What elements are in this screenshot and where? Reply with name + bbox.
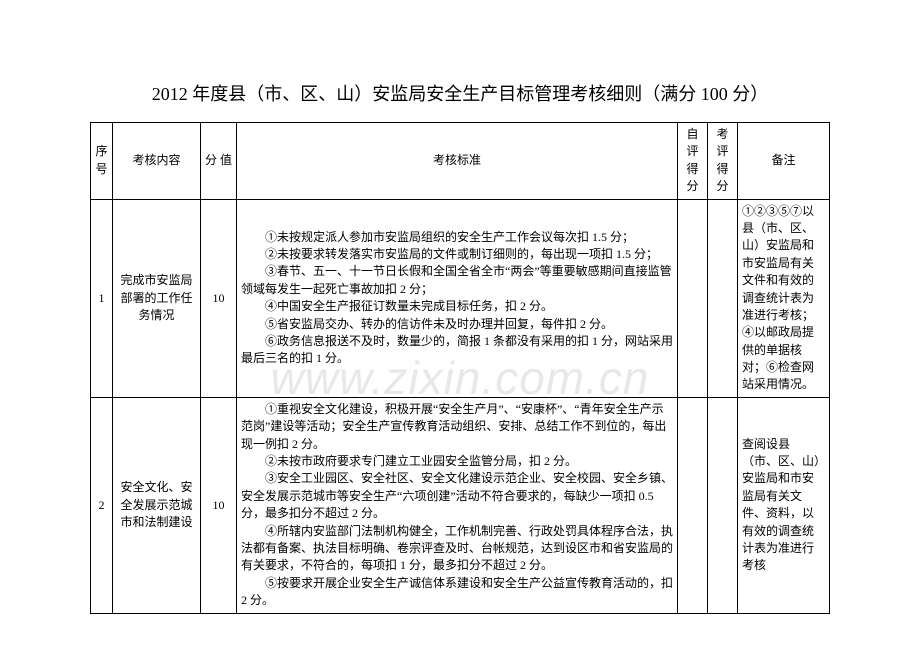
- header-eval: 考评得分: [708, 123, 738, 200]
- standard-line: ⑤按要求开展企业安全生产诚信体系建设和安全生产公益宣传教育活动的，扣 2 分。: [241, 575, 673, 610]
- cell-note: 查阅设县（市、区、山）安监局和市安监局有关文件、资料，以有效的调查统计表为准进行…: [738, 397, 830, 613]
- standard-line: ①重视安全文化建设，积极开展“安全生产月”、“安康杯”、“青年安全生产示范岗”建…: [241, 401, 673, 453]
- cell-score: 10: [201, 199, 237, 397]
- cell-standard: ①未按规定派人参加市安监局组织的安全生产工作会议每次扣 1.5 分； ②未按要求…: [237, 199, 678, 397]
- cell-self: [678, 397, 708, 613]
- page-content: 2012 年度县（市、区、山）安监局安全生产目标管理考核细则（满分 100 分）…: [90, 80, 830, 614]
- cell-self: [678, 199, 708, 397]
- standard-line: ②未按市政府要求专门建立工业园安全监管分局，扣 2 分。: [241, 453, 673, 470]
- standard-line: ②未按要求转发落实市安监局的文件或制订细则的，每出现一项扣 1.5 分；: [241, 246, 673, 263]
- cell-score: 10: [201, 397, 237, 613]
- cell-seq: 2: [91, 397, 113, 613]
- header-standard: 考核标准: [237, 123, 678, 200]
- cell-category: 完成市安监局部署的工作任务情况: [113, 199, 201, 397]
- cell-eval: [708, 397, 738, 613]
- standard-line: ④中国安全生产报征订数量未完成目标任务，扣 2 分。: [241, 298, 673, 315]
- header-score: 分 值: [201, 123, 237, 200]
- standard-line: ④所辖内安监部门法制机构健全，工作机制完善、行政处罚具体程序合法，执法都有备案、…: [241, 523, 673, 575]
- table-row: 1 完成市安监局部署的工作任务情况 10 ①未按规定派人参加市安监局组织的安全生…: [91, 199, 830, 397]
- cell-note: ①②③⑤⑦以县（市、区、山）安监局和市安监局有关文件和有效的调查统计表为准进行考…: [738, 199, 830, 397]
- cell-eval: [708, 199, 738, 397]
- standard-line: ③安全工业园区、安全社区、安全文化建设示范企业、安全校园、安全乡镇、安全发展示范…: [241, 470, 673, 522]
- cell-seq: 1: [91, 199, 113, 397]
- standard-line: ⑥政务信息报送不及时，数量少的，简报 1 条都没有采用的扣 1 分，网站采用最后…: [241, 333, 673, 368]
- cell-standard: ①重视安全文化建设，积极开展“安全生产月”、“安康杯”、“青年安全生产示范岗”建…: [237, 397, 678, 613]
- header-note: 备注: [738, 123, 830, 200]
- header-seq: 序号: [91, 123, 113, 200]
- table-row: 2 安全文化、安全发展示范城市和法制建设 10 ①重视安全文化建设，积极开展“安…: [91, 397, 830, 613]
- assessment-table: 序号 考核内容 分 值 考核标准 自评得分 考评得分 备注 1 完成市安监局部署…: [90, 122, 830, 614]
- standard-line: ⑤省安监局交办、转办的信访件未及时办理并回复，每件扣 2 分。: [241, 316, 673, 333]
- page-title: 2012 年度县（市、区、山）安监局安全生产目标管理考核细则（满分 100 分）: [90, 80, 830, 106]
- standard-line: ③春节、五一、十一节日长假和全国全省全市“两会”等重要敏感期间直接监管领域每发生…: [241, 263, 673, 298]
- table-header-row: 序号 考核内容 分 值 考核标准 自评得分 考评得分 备注: [91, 123, 830, 200]
- header-self: 自评得分: [678, 123, 708, 200]
- standard-line: ①未按规定派人参加市安监局组织的安全生产工作会议每次扣 1.5 分；: [241, 229, 673, 246]
- cell-category: 安全文化、安全发展示范城市和法制建设: [113, 397, 201, 613]
- header-category: 考核内容: [113, 123, 201, 200]
